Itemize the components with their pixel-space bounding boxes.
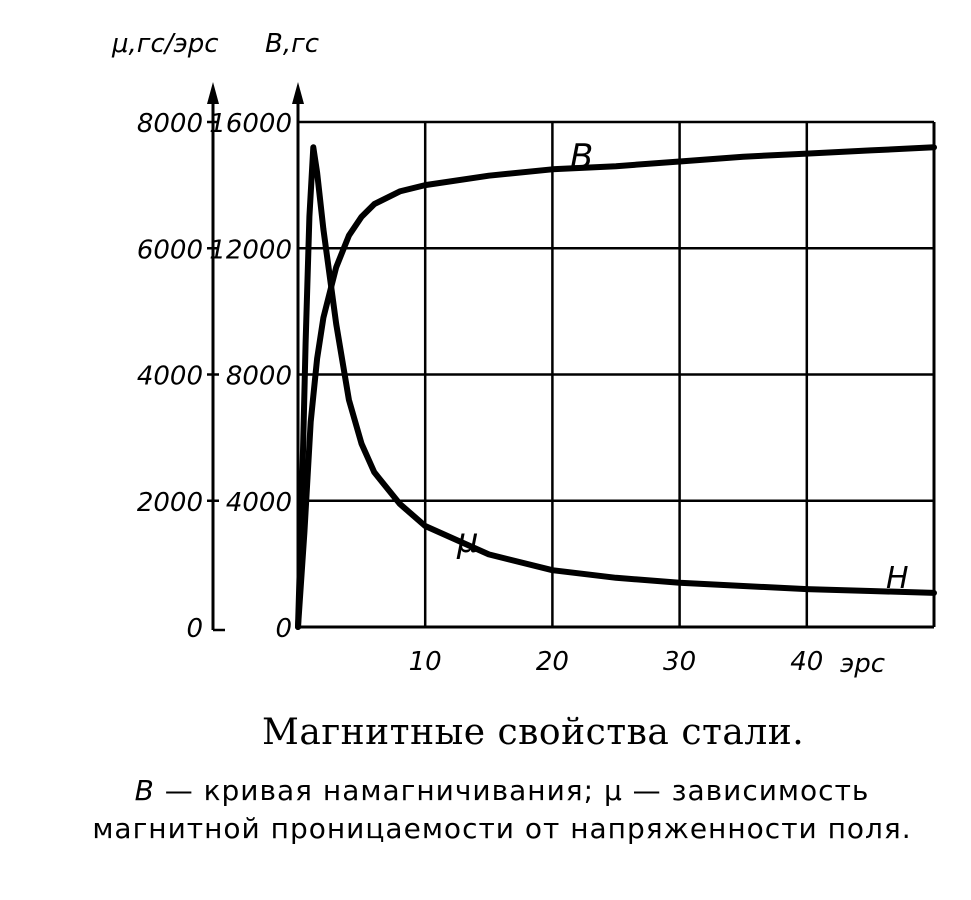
chart: 10 20 30 40 0 4000 8000 12000 16000 0 2000 4000 6000… [111, 29, 937, 679]
figure-caption-body: B — кривая намагничивания; μ — зависимос… [62, 772, 942, 848]
mu-tick-label-4000: 4000 [137, 362, 203, 392]
mu-tick-label-0: 0 [186, 614, 203, 644]
x-tick-label-30: 30 [663, 647, 696, 677]
grid [298, 120, 936, 627]
caption-b-text: — кривая намагничивания; [154, 774, 604, 807]
right-axis-title: B,гс [265, 29, 319, 59]
left-axis-title: μ,гс/эрс [111, 29, 219, 59]
x-unit-label: эрс [840, 649, 885, 679]
mu-tick-label-2000: 2000 [137, 488, 203, 518]
b-tick-label-4000: 4000 [226, 488, 292, 518]
mu-axis-arrow [207, 82, 219, 104]
curves [295, 144, 937, 630]
curve-mu-label: μ [456, 521, 479, 561]
b-tick-label-0: 0 [275, 614, 292, 644]
mu-tick-label-8000: 8000 [137, 109, 203, 139]
h-axis-label: H [886, 561, 909, 596]
x-tick-label-40: 40 [790, 647, 823, 677]
series-line-b [295, 144, 937, 630]
caption-mu-text: — зависимость магнитной проницаемости от… [92, 774, 912, 845]
tick-labels: 10 20 30 40 0 4000 8000 12000 16000 0 2000 4000 6000… [137, 109, 824, 677]
x-tick-label-20: 20 [536, 647, 569, 677]
b-axis-arrow [292, 82, 304, 104]
mu-tick-label-6000: 6000 [137, 235, 203, 265]
x-tick-label-10: 10 [409, 647, 442, 677]
curve-b-label: B [570, 137, 593, 177]
figure-caption-title: Магнитные свойства стали. [262, 712, 805, 753]
b-tick-label-16000: 16000 [209, 109, 292, 139]
series-line-mu [295, 144, 937, 630]
b-tick-label-12000: 12000 [209, 235, 292, 265]
caption-mu-symbol: μ [603, 774, 623, 807]
b-tick-label-8000: 8000 [226, 362, 292, 392]
caption-b-symbol: B [134, 774, 155, 807]
